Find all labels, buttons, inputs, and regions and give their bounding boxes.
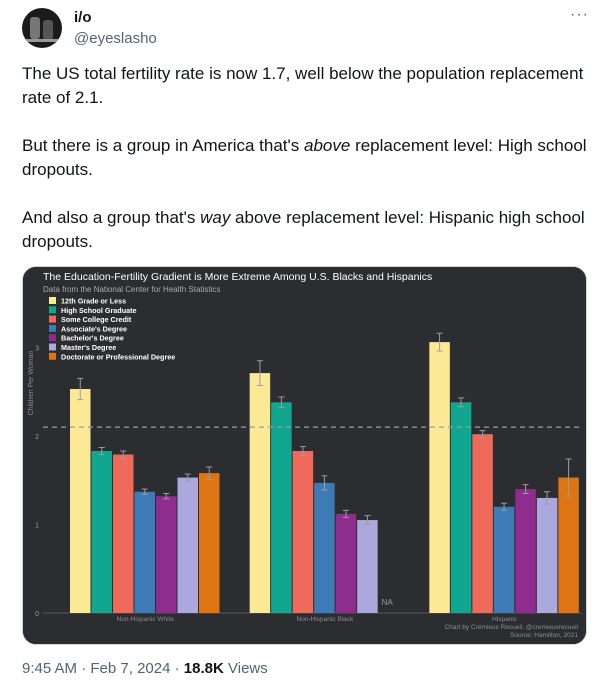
bar xyxy=(450,402,472,613)
bar xyxy=(558,477,579,613)
fertility-bar-chart: The Education-Fertility Gradient is More… xyxy=(23,267,586,644)
bar xyxy=(472,434,493,613)
y-tick-label: 1 xyxy=(35,522,39,529)
avatar-figure-left xyxy=(30,17,40,39)
bar xyxy=(357,520,378,613)
legend-label: Doctorate or Professional Degree xyxy=(61,352,175,361)
avatar[interactable] xyxy=(22,8,62,48)
paragraph-2-start: But there is a group in America that's xyxy=(22,136,305,155)
x-tick-label: Non-Hispanic Black xyxy=(297,616,354,623)
chart-credit: Chart by Crémieux Recueil, @cremieuxrecu… xyxy=(445,624,579,631)
paragraph-3-emphasis: way xyxy=(200,208,231,227)
bar xyxy=(134,491,155,613)
paragraph-3-start: And also a group that's xyxy=(22,208,201,227)
na-label: NA xyxy=(382,598,394,607)
avatar-figure-right xyxy=(43,20,53,40)
post-date[interactable]: Feb 7, 2024 xyxy=(90,660,171,677)
legend-swatch xyxy=(49,334,56,342)
paragraph-3-end: above replacement level: Hispanic high s… xyxy=(22,208,585,251)
chart-title: The Education-Fertility Gradient is More… xyxy=(43,271,432,283)
view-count: 18.8K xyxy=(183,660,224,677)
legend-swatch xyxy=(49,352,56,360)
bar xyxy=(113,454,134,613)
bar xyxy=(493,506,515,613)
legend-swatch xyxy=(49,315,56,323)
tweet-paragraph-1: The US total fertility rate is now 1.7, … xyxy=(22,64,584,107)
bar xyxy=(314,482,335,613)
avatar-shelf xyxy=(22,39,62,42)
x-tick-label: Hispanic xyxy=(492,616,518,623)
bar xyxy=(536,497,558,613)
paragraph-2-emphasis: above xyxy=(304,136,351,155)
legend-label: Bachelor's Degree xyxy=(61,334,124,343)
x-tick-label: Non-Hispanic White xyxy=(117,616,175,623)
y-tick-label: 3 xyxy=(35,345,39,352)
bar xyxy=(429,342,450,613)
y-tick-label: 2 xyxy=(35,434,39,441)
bar xyxy=(271,402,292,613)
bar xyxy=(515,489,536,613)
bar xyxy=(335,513,357,613)
legend-label: Master's Degree xyxy=(61,343,116,352)
legend-swatch xyxy=(49,324,56,332)
tweet-meta: 9:45 AM · Feb 7, 2024 · 18.8K Views xyxy=(22,660,268,677)
legend-swatch xyxy=(49,343,56,351)
display-name[interactable]: i/o xyxy=(74,9,92,26)
bar xyxy=(199,473,220,613)
more-options-icon[interactable]: ··· xyxy=(570,6,589,23)
user-handle[interactable]: @eyeslasho xyxy=(74,30,157,47)
bar xyxy=(156,496,177,613)
bar xyxy=(249,373,271,613)
tweet-paragraph-2: But there is a group in America that's a… xyxy=(22,134,587,182)
bar xyxy=(70,389,91,613)
views-label: Views xyxy=(228,660,268,677)
legend-swatch xyxy=(49,297,56,304)
post-time[interactable]: 9:45 AM xyxy=(22,660,78,677)
legend-label: 12th Grade or Less xyxy=(61,297,126,306)
legend-label: High School Graduate xyxy=(61,306,136,315)
tweet-paragraph-3: And also a group that's way above replac… xyxy=(22,206,587,254)
bar xyxy=(91,451,112,613)
legend-label: Associate's Degree xyxy=(61,324,127,333)
y-tick-label: 0 xyxy=(35,611,39,618)
legend-swatch xyxy=(49,306,56,314)
bar xyxy=(177,477,198,613)
meta-separator: · xyxy=(174,660,184,677)
legend-label: Some College Credit xyxy=(61,315,132,324)
chart-subtitle: Data from the National Center for Health… xyxy=(43,285,220,294)
y-axis-label: Children Per Woman xyxy=(28,350,35,415)
paragraph-2-end: replacement level: High school dropouts. xyxy=(22,136,587,179)
bar xyxy=(292,451,314,613)
meta-separator: · xyxy=(81,660,91,677)
tweet-media-chart[interactable]: The Education-Fertility Gradient is More… xyxy=(22,266,587,645)
chart-source: Source: Hamilton, 2021 xyxy=(510,632,578,639)
tweet-text: The US total fertility rate is now 1.7, … xyxy=(22,62,587,278)
